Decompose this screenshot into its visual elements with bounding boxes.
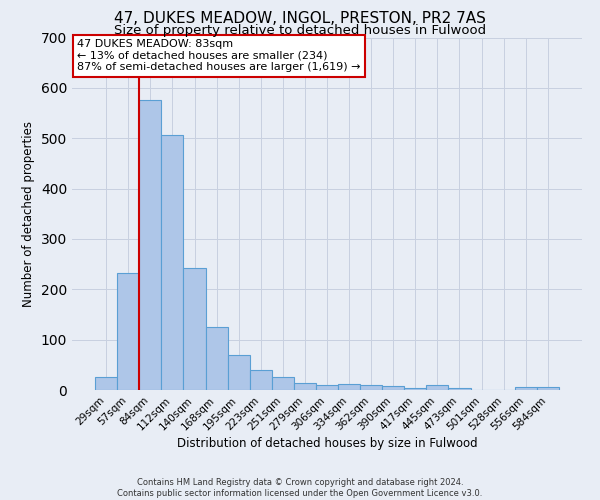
Bar bbox=[184, 268, 206, 390]
Bar bbox=[338, 384, 360, 390]
Bar bbox=[448, 388, 470, 390]
Text: Size of property relative to detached houses in Fulwood: Size of property relative to detached ho… bbox=[114, 24, 486, 37]
Bar bbox=[537, 387, 559, 390]
Text: 47, DUKES MEADOW, INGOL, PRESTON, PR2 7AS: 47, DUKES MEADOW, INGOL, PRESTON, PR2 7A… bbox=[114, 11, 486, 26]
Bar bbox=[515, 388, 537, 390]
Bar bbox=[139, 100, 161, 390]
Bar bbox=[117, 273, 139, 390]
Bar bbox=[294, 383, 316, 390]
Bar bbox=[250, 370, 272, 390]
Text: Contains HM Land Registry data © Crown copyright and database right 2024.
Contai: Contains HM Land Registry data © Crown c… bbox=[118, 478, 482, 498]
Bar bbox=[95, 378, 117, 390]
Text: 47 DUKES MEADOW: 83sqm
← 13% of detached houses are smaller (234)
87% of semi-de: 47 DUKES MEADOW: 83sqm ← 13% of detached… bbox=[77, 40, 361, 72]
Bar bbox=[316, 386, 338, 390]
Bar bbox=[272, 377, 294, 390]
Bar bbox=[227, 355, 250, 390]
Bar bbox=[404, 388, 427, 390]
X-axis label: Distribution of detached houses by size in Fulwood: Distribution of detached houses by size … bbox=[176, 438, 478, 450]
Bar bbox=[161, 134, 184, 390]
Bar bbox=[382, 386, 404, 390]
Y-axis label: Number of detached properties: Number of detached properties bbox=[22, 120, 35, 306]
Bar bbox=[427, 386, 448, 390]
Bar bbox=[206, 326, 227, 390]
Bar bbox=[360, 386, 382, 390]
